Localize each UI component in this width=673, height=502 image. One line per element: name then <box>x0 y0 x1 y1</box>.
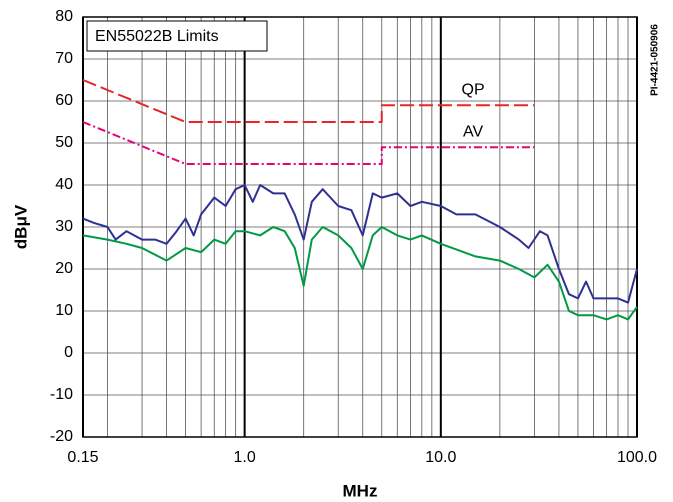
y-tick-label: 10 <box>55 302 73 319</box>
y-tick-label: 70 <box>55 50 73 67</box>
y-tick-label: 0 <box>64 344 73 361</box>
y-tick-label: 20 <box>55 260 73 277</box>
y-tick-label: 60 <box>55 92 73 109</box>
figure-id: PI-4421-050906 <box>650 24 661 96</box>
series-label: AV <box>463 123 483 140</box>
x-tick-label: 0.15 <box>67 449 98 466</box>
series-line <box>82 226 638 321</box>
annotation-box <box>86 20 268 52</box>
series-line <box>82 184 638 304</box>
y-tick-label: 80 <box>55 8 73 25</box>
y-axis-label: dBμV <box>11 204 30 249</box>
x-tick-label: 100.0 <box>617 449 657 466</box>
series-line <box>82 121 535 165</box>
x-tick-label: 10.0 <box>425 449 456 466</box>
y-tick-label: 30 <box>55 218 73 235</box>
series-line <box>82 79 535 123</box>
y-tick-label: -20 <box>50 428 73 445</box>
annotation: EN55022B Limits <box>95 28 219 45</box>
y-tick-label: 40 <box>55 176 73 193</box>
y-tick-label: -10 <box>50 386 73 403</box>
y-tick-label: 50 <box>55 134 73 151</box>
x-axis-label: MHz <box>343 481 378 500</box>
x-tick-label: 1.0 <box>234 449 256 466</box>
series-label: QP <box>462 81 485 98</box>
plot-frame <box>82 16 638 438</box>
